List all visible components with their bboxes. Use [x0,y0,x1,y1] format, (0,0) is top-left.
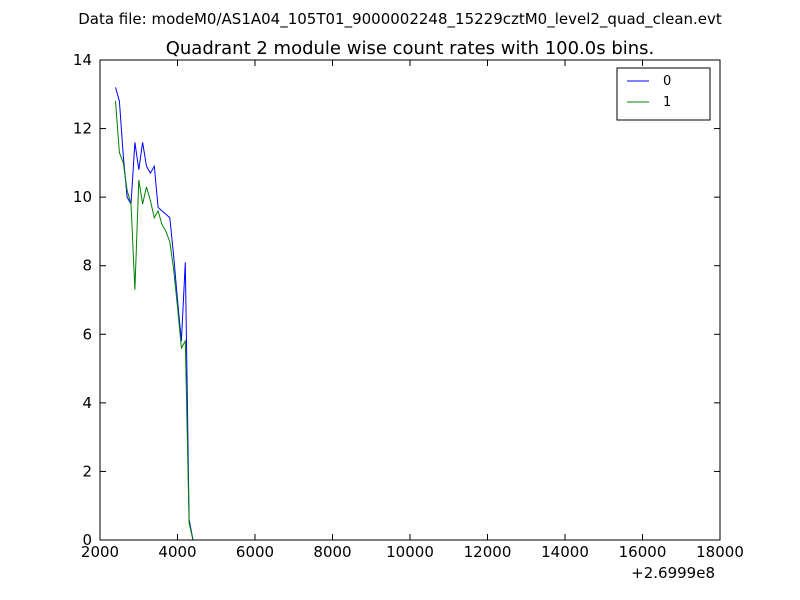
plot-area: 2000 4000 6000 8000 10000 12000 14000 16000 1800… [73,51,744,561]
y-tick-label: 0 [82,531,92,549]
figure-suptitle: Data file: modeM0/AS1A04_105T01_90000022… [78,10,722,29]
legend-label-0: 0 [663,74,671,89]
legend-box [616,67,711,121]
y-tick-label: 6 [82,325,92,343]
y-tick-label: 4 [82,394,92,412]
x-tick-label: 4000 [158,543,196,561]
x-tick-label: 16000 [619,543,667,561]
y-tick-label: 12 [73,120,92,138]
x-tick-label: 10000 [386,543,434,561]
y-tick-label: 2 [82,462,92,480]
legend: 01 [616,67,711,121]
x-tick-label: 8000 [313,543,351,561]
legend-label-1: 1 [663,95,671,110]
x-tick-label: 18000 [696,543,744,561]
x-tick-label: 14000 [541,543,589,561]
chart-title: Quadrant 2 module wise count rates with … [166,38,655,59]
y-tick-label: 10 [73,188,92,206]
x-offset-label: +2.6999e8 [631,564,715,582]
x-axis: 2000 4000 6000 8000 10000 12000 14000 16000 1800… [81,60,744,561]
y-tick-label: 14 [73,51,92,69]
x-tick-label: 6000 [236,543,274,561]
y-tick-label: 8 [82,257,92,275]
x-tick-label: 12000 [464,543,512,561]
x-tick-label: 2000 [81,543,119,561]
